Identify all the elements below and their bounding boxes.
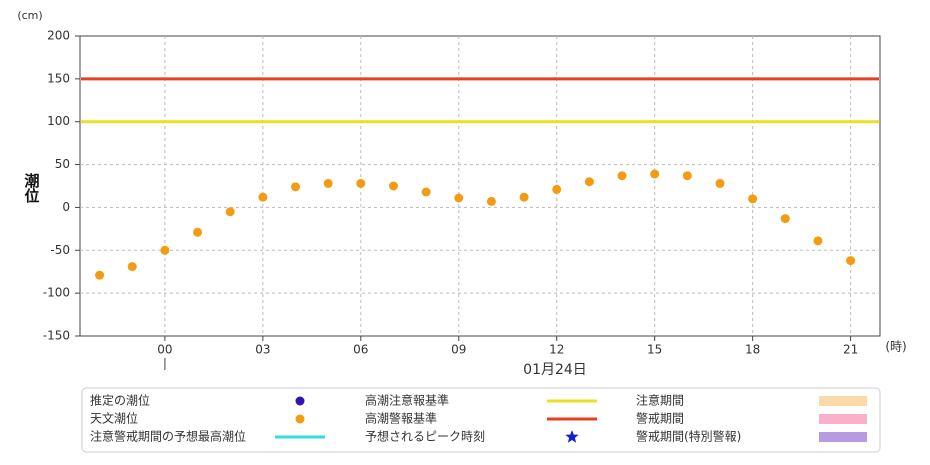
y-tick-label: -150: [43, 329, 70, 343]
y-tick-label: 150: [47, 71, 70, 85]
legend-symbol: [819, 432, 867, 442]
tide-point: [748, 194, 758, 204]
tide-point: [388, 181, 398, 191]
tide-point: [519, 192, 529, 202]
y-tick-label: -50: [50, 243, 70, 257]
tide-point: [650, 169, 660, 179]
tide-point: [291, 182, 301, 192]
y-tick-label: 0: [62, 200, 70, 214]
x-tick-label: 12: [549, 343, 564, 357]
x-tick-label: 18: [745, 343, 760, 357]
y-tick-label: 50: [55, 157, 70, 171]
y-tick-label: 200: [47, 29, 70, 43]
x-unit: (時): [885, 340, 906, 354]
legend-box: [81, 387, 881, 453]
y-unit: (cm): [17, 9, 42, 22]
tide-point: [160, 245, 170, 255]
plot-frame: [79, 35, 881, 337]
tide-point: [715, 178, 725, 188]
tide-point: [813, 236, 823, 246]
tide-point: [486, 196, 496, 206]
legend-label: 注意期間: [636, 393, 684, 408]
x-tick-label: 09: [451, 343, 466, 357]
y-tick-label: 100: [47, 114, 70, 128]
tide-point: [552, 184, 562, 194]
x-tick-label: 21: [843, 343, 858, 357]
tide-point: [421, 187, 431, 197]
x-tick-label: 03: [255, 343, 270, 357]
legend-symbol: [295, 396, 305, 406]
tide-point: [258, 192, 268, 202]
x-label: 01月24日: [523, 362, 587, 378]
x-tick-label: 00: [157, 343, 172, 357]
legend-label: 警戒期間(特別警報): [636, 429, 741, 444]
tide-point: [225, 207, 235, 217]
legend-label: 予想されるピーク時刻: [365, 429, 485, 444]
legend-label: 警戒期間: [636, 411, 684, 426]
tide-point: [323, 178, 333, 188]
tide-point: [780, 214, 790, 224]
tide-point: [356, 178, 366, 188]
legend-label: 高潮注意報基準: [365, 393, 449, 408]
y-tick-label: -100: [43, 286, 70, 300]
x-tick-label: 06: [353, 343, 368, 357]
legend-label: 高潮警報基準: [365, 411, 437, 426]
tide-point: [95, 270, 105, 280]
tide-point: [193, 227, 203, 237]
legend-symbol: [295, 414, 305, 424]
y-label: 潮位: [23, 172, 41, 203]
tide-point: [454, 193, 464, 203]
tide-point: [127, 262, 137, 272]
legend-label: 注意警戒期間の予想最高潮位: [90, 429, 246, 444]
legend-symbol: [819, 396, 867, 406]
tide-point: [584, 177, 594, 187]
legend-symbol: [819, 414, 867, 424]
x-tick-label: 15: [647, 343, 662, 357]
tide-point: [682, 171, 692, 181]
tide-point: [846, 256, 856, 266]
legend-label: 推定の潮位: [90, 393, 150, 408]
tide-point: [617, 171, 627, 181]
legend-symbol: [565, 430, 579, 443]
legend-label: 天文潮位: [90, 411, 138, 426]
